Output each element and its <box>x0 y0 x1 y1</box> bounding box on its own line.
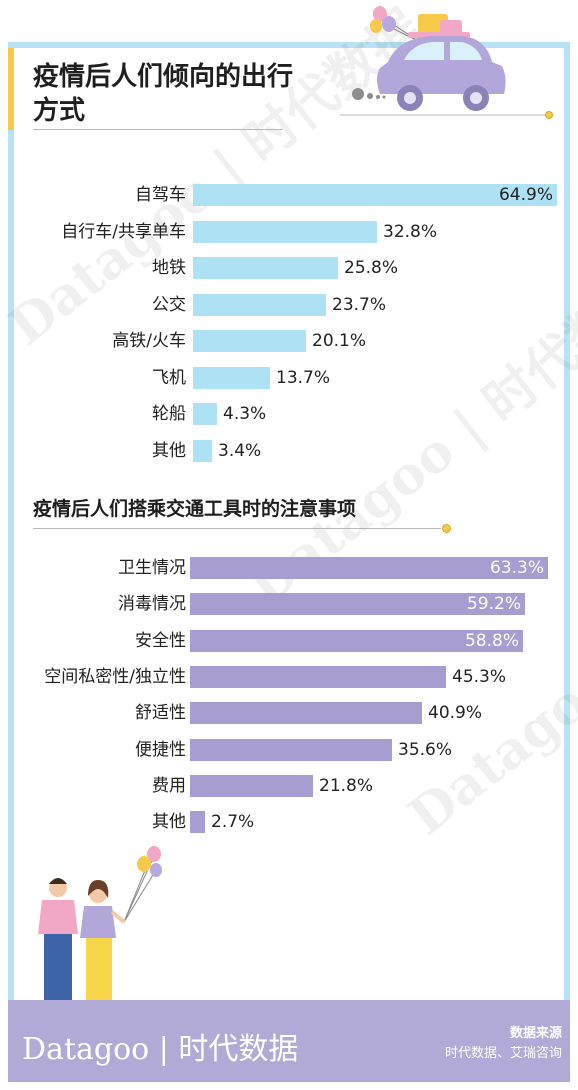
value-label: 13.7% <box>276 368 331 388</box>
watermark: Datagoo | 时代数据 <box>397 488 578 848</box>
bar <box>190 739 392 761</box>
value-label: 25.8% <box>344 258 399 278</box>
category-label: 其他 <box>152 812 186 832</box>
bar <box>190 775 313 797</box>
value-label: 58.8% <box>464 631 519 651</box>
bar <box>193 257 338 279</box>
category-label: 高铁/火车 <box>112 331 186 351</box>
category-label: 其他 <box>152 441 186 461</box>
category-label: 空间私密性/独立性 <box>44 667 186 687</box>
frame-right-border <box>564 42 570 1082</box>
category-label: 地铁 <box>152 258 186 278</box>
value-label: 59.2% <box>466 594 521 614</box>
chart-2-title: 疫情后人们搭乘交通工具时的注意事项 <box>33 498 357 520</box>
category-label: 便捷性 <box>135 740 186 760</box>
bar <box>190 557 548 579</box>
bar <box>193 440 212 462</box>
bar <box>190 630 523 652</box>
chart-1-title: 疫情后人们倾向的出行方式 <box>33 62 294 126</box>
bar <box>190 593 525 615</box>
bar <box>193 403 217 425</box>
bar <box>193 367 270 389</box>
category-label: 自行车/共享单车 <box>61 222 186 242</box>
car-icon <box>340 6 553 119</box>
value-label: 2.7% <box>211 812 255 832</box>
bar <box>193 184 557 206</box>
frame-top-border <box>8 42 570 48</box>
bar <box>190 811 205 833</box>
value-label: 3.4% <box>218 441 262 461</box>
bar <box>193 221 377 243</box>
category-label: 飞机 <box>152 368 186 388</box>
value-label: 20.1% <box>312 331 367 351</box>
value-label: 21.8% <box>319 776 374 796</box>
category-label: 公交 <box>152 295 186 315</box>
title-divider <box>33 528 441 529</box>
footer-band <box>8 1000 570 1082</box>
value-label: 63.3% <box>489 558 544 578</box>
divider-dot <box>442 524 451 533</box>
category-label: 舒适性 <box>135 703 186 723</box>
frame-left-border <box>8 42 14 1082</box>
category-label: 消毒情况 <box>118 594 186 614</box>
source-text: 时代数据、艾瑞咨询 <box>444 1046 562 1061</box>
category-label: 费用 <box>152 776 186 796</box>
bar <box>190 702 422 724</box>
value-label: 23.7% <box>332 295 387 315</box>
value-label: 40.9% <box>428 703 483 723</box>
frame-left-accent <box>8 42 14 130</box>
category-label: 安全性 <box>135 631 186 651</box>
category-label: 轮船 <box>152 404 186 424</box>
value-label: 32.8% <box>383 222 438 242</box>
value-label: 35.6% <box>398 740 453 760</box>
bar <box>190 666 446 688</box>
footer-logo: Datagoo | 时代数据 <box>22 1032 299 1067</box>
bar <box>193 330 306 352</box>
source-title: 数据来源 <box>509 1026 562 1041</box>
category-label: 卫生情况 <box>118 558 186 578</box>
value-label: 4.3% <box>223 404 267 424</box>
bar <box>193 294 326 316</box>
category-label: 自驾车 <box>135 185 186 205</box>
value-label: 45.3% <box>452 667 507 687</box>
title-divider <box>33 129 283 130</box>
value-label: 64.9% <box>498 185 553 205</box>
